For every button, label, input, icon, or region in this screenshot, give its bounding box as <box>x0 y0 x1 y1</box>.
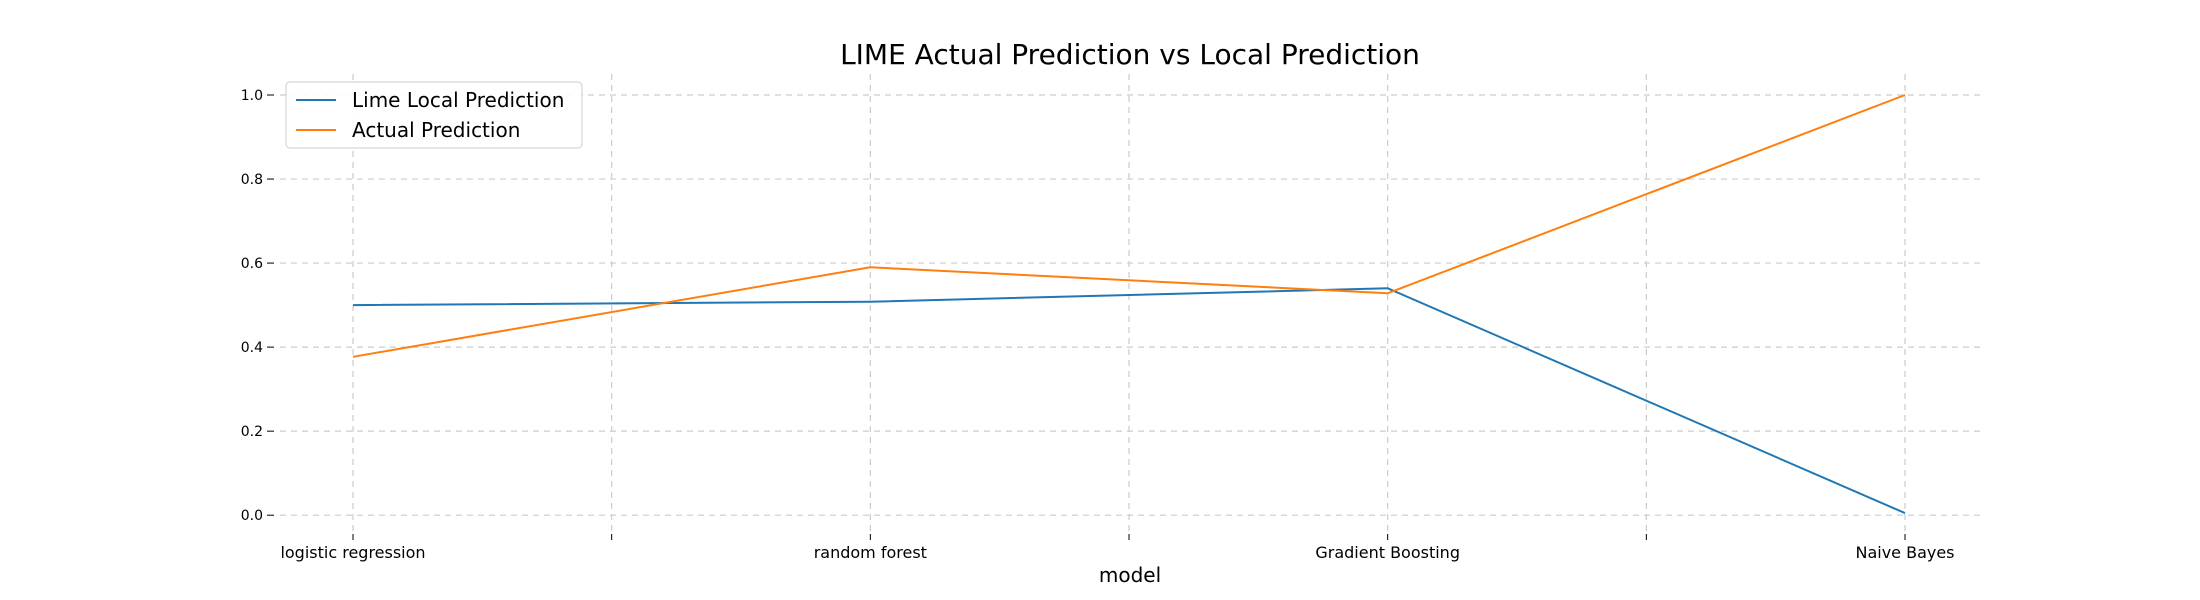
x-tick-label: logistic regression <box>280 543 425 562</box>
legend: Lime Local Prediction Actual Prediction <box>285 81 583 149</box>
x-tick-label: Naive Bayes <box>1855 543 1954 562</box>
legend-label-actual: Actual Prediction <box>352 118 520 142</box>
series-line-lime-local-prediction <box>352 287 1906 515</box>
legend-frame <box>285 81 583 149</box>
series-lines <box>352 94 1906 515</box>
legend-label-lime-local: Lime Local Prediction <box>352 88 564 112</box>
y-tick-label: 1.0 <box>241 88 263 104</box>
grid <box>280 74 1982 532</box>
y-tick-label: 0.0 <box>241 508 263 524</box>
y-axis-ticks: 0.0 0.2 0.4 0.6 0.8 1.0 <box>241 88 274 524</box>
y-tick-label: 0.4 <box>241 340 263 356</box>
x-axis-label: model <box>1099 563 1161 587</box>
series-line-actual-prediction <box>352 94 1906 358</box>
x-tick-label: random forest <box>814 543 927 562</box>
x-axis-ticks: logistic regression random forest Gradient… <box>280 534 1955 562</box>
chart-title: LIME Actual Prediction vs Local Predicti… <box>840 38 1420 71</box>
y-tick-label: 0.6 <box>241 256 263 272</box>
y-tick-label: 0.8 <box>241 172 263 188</box>
y-tick-label: 0.2 <box>241 424 263 440</box>
x-tick-label: Gradient Boosting <box>1315 543 1460 562</box>
